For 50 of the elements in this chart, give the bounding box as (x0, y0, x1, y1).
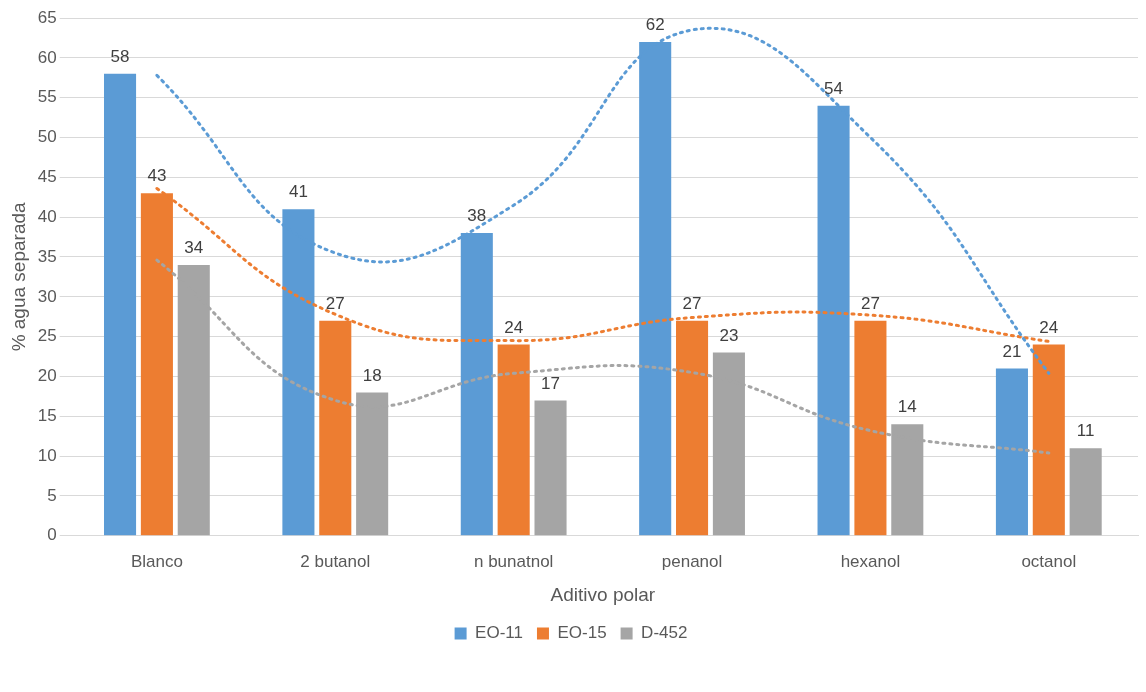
y-axis-title: % agua separada (7, 202, 29, 352)
data-label: 11 (1076, 421, 1095, 441)
bar (534, 400, 567, 536)
data-label: 41 (288, 182, 308, 202)
x-tick-label: n bunatnol (473, 551, 554, 571)
x-tick-label: Blanco (130, 551, 183, 571)
legend-label: EO-11 (475, 623, 523, 643)
data-label: 58 (110, 46, 130, 66)
y-tick-label: 40 (37, 206, 57, 226)
data-label: 23 (719, 325, 739, 345)
y-tick-label: 20 (37, 366, 57, 386)
y-tick-label: 35 (37, 246, 57, 266)
data-label: 62 (645, 15, 665, 35)
bar (1032, 344, 1065, 536)
bar (497, 344, 530, 536)
data-label: 27 (325, 293, 345, 313)
y-tick-label: 25 (37, 326, 57, 346)
data-label: 17 (541, 373, 560, 393)
data-label: 27 (860, 293, 880, 313)
legend-label: EO-15 (557, 623, 607, 643)
y-tick-label: 45 (37, 167, 57, 187)
bar (995, 368, 1028, 536)
data-label: 24 (504, 317, 524, 337)
data-label: 14 (897, 397, 917, 417)
x-tick-label: penanol (661, 551, 723, 571)
legend-label: D-452 (641, 623, 688, 643)
y-tick-label: 50 (37, 127, 57, 147)
y-tick-label: 60 (37, 47, 57, 67)
bar (854, 320, 887, 536)
y-tick-label: 30 (37, 286, 57, 306)
data-label: 34 (184, 238, 204, 258)
x-tick-label: octanol (1021, 551, 1077, 571)
bar (1069, 448, 1102, 536)
data-label: 27 (682, 293, 702, 313)
data-label: 38 (467, 206, 487, 226)
y-tick-label: 65 (37, 7, 57, 27)
data-label: 24 (1039, 317, 1059, 337)
data-label: 18 (362, 365, 382, 385)
y-tick-label: 0 (47, 525, 57, 545)
x-axis-title: Aditivo polar (550, 583, 656, 605)
y-tick-label: 10 (37, 445, 57, 465)
data-label: 21 (1002, 341, 1022, 361)
bar (104, 73, 137, 536)
x-tick-label: 2 butanol (300, 551, 371, 571)
y-tick-label: 5 (47, 485, 57, 505)
data-label: 43 (147, 166, 167, 186)
y-tick-label: 55 (37, 87, 57, 107)
x-tick-label: hexanol (840, 551, 901, 571)
y-tick-label: 15 (37, 406, 57, 425)
data-label: 54 (824, 78, 844, 98)
